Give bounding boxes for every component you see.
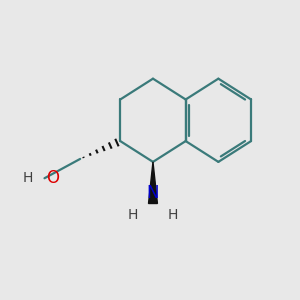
Text: H: H	[168, 208, 178, 222]
Text: O: O	[46, 169, 59, 187]
Text: H: H	[128, 208, 138, 222]
Polygon shape	[148, 162, 158, 203]
Text: H: H	[22, 171, 33, 184]
Text: N: N	[147, 184, 159, 202]
